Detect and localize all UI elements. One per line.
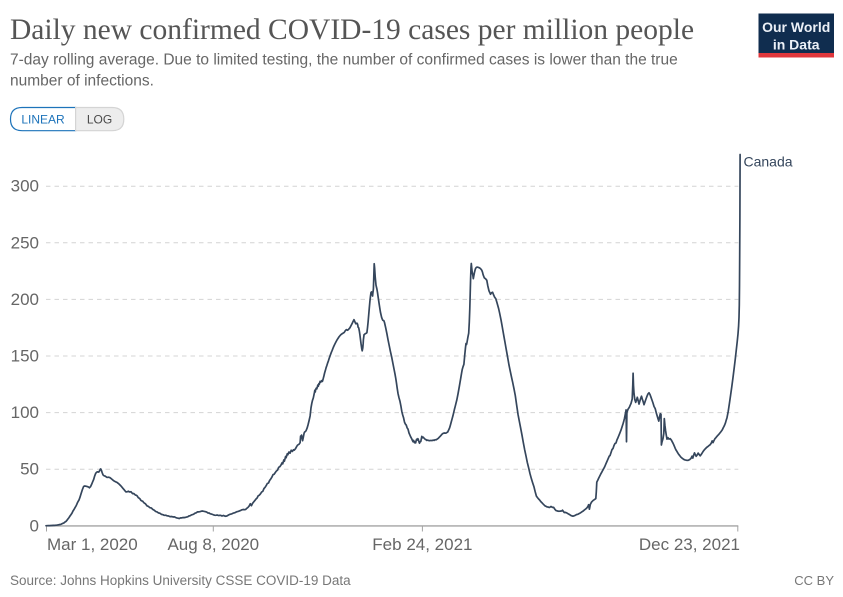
svg-text:Source: Johns Hopkins Universi: Source: Johns Hopkins University CSSE CO…: [10, 573, 351, 588]
svg-text:0: 0: [30, 516, 39, 535]
svg-text:in Data: in Data: [773, 37, 820, 53]
svg-text:100: 100: [11, 403, 39, 422]
svg-text:7-day rolling average. Due to: 7-day rolling average. Due to limited te…: [10, 52, 678, 69]
svg-text:LOG: LOG: [87, 112, 112, 126]
svg-text:Aug 8, 2020: Aug 8, 2020: [167, 535, 259, 554]
svg-text:number of infections.: number of infections.: [10, 73, 154, 90]
svg-text:Dec 23, 2021: Dec 23, 2021: [639, 535, 740, 554]
svg-text:250: 250: [11, 233, 39, 252]
svg-text:300: 300: [11, 177, 39, 196]
svg-text:LINEAR: LINEAR: [21, 112, 65, 126]
svg-text:Our World: Our World: [762, 19, 830, 35]
svg-text:Mar 1, 2020: Mar 1, 2020: [47, 535, 138, 554]
svg-text:Feb 24, 2021: Feb 24, 2021: [372, 535, 472, 554]
svg-text:200: 200: [11, 290, 39, 309]
svg-text:50: 50: [20, 460, 39, 479]
svg-text:CC BY: CC BY: [794, 573, 834, 588]
svg-text:Daily new confirmed COVID-19 c: Daily new confirmed COVID-19 cases per m…: [10, 14, 694, 46]
svg-text:150: 150: [11, 347, 39, 366]
svg-text:Canada: Canada: [744, 154, 793, 170]
